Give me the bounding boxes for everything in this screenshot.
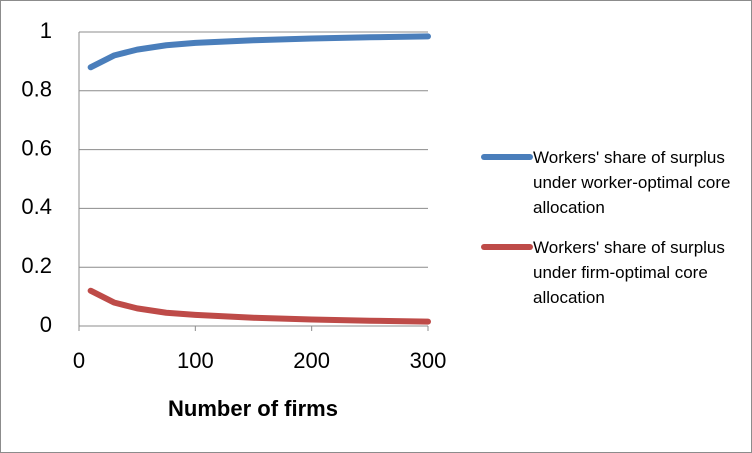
- x-tick-label: 0: [73, 348, 85, 373]
- y-tick-label: 0.2: [21, 253, 52, 278]
- data-line: [87, 33, 431, 71]
- x-tick-label: 300: [410, 348, 447, 373]
- y-tick-label: 0.8: [21, 77, 52, 102]
- legend-label: Workers' share of surplus under worker-o…: [533, 148, 731, 217]
- data-line: [87, 287, 431, 325]
- y-tick-label: 0: [40, 312, 52, 337]
- y-tick-label: 0.4: [21, 194, 52, 219]
- x-tick-label: 100: [177, 348, 214, 373]
- x-axis-title: Number of firms: [168, 396, 338, 421]
- y-tick-label: 0.6: [21, 135, 52, 160]
- x-tick-label: 200: [293, 348, 330, 373]
- legend-label: Workers' share of surplus under firm-opt…: [533, 238, 725, 307]
- y-tick-label: 1: [40, 18, 52, 43]
